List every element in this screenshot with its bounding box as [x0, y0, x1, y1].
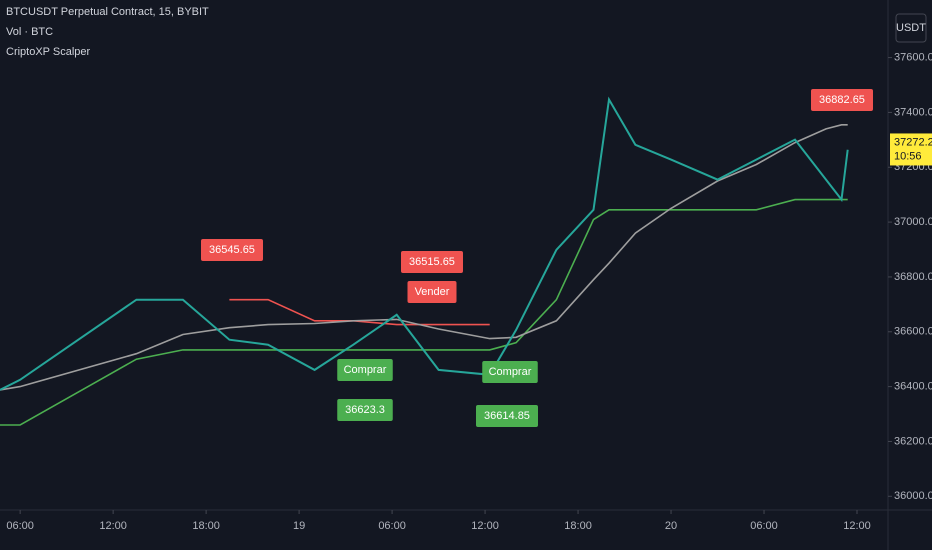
- signal-label-box: [811, 89, 873, 111]
- signal-label-box: [476, 405, 538, 427]
- signal-label: 36515.65: [409, 256, 455, 268]
- signal-label-box: [482, 361, 538, 383]
- x-tick-label: 20: [665, 520, 677, 532]
- series-line: [0, 124, 848, 391]
- signal-label: 36545.65: [209, 244, 255, 256]
- last-price: 37272.2: [894, 136, 932, 148]
- y-tick-label: 36000.0: [894, 490, 932, 502]
- y-tick-label: 37000.0: [894, 216, 932, 228]
- signal-label: Comprar: [489, 366, 532, 378]
- y-tick-label: 36800.0: [894, 271, 932, 283]
- signal-label-box: [337, 399, 393, 421]
- signal-label: 36623.3: [345, 404, 385, 416]
- x-tick-label: 18:00: [192, 520, 220, 532]
- x-tick-label: 12:00: [99, 520, 127, 532]
- signal-label: Vender: [415, 286, 450, 298]
- signal-label: Comprar: [344, 364, 387, 376]
- x-tick-label: 19: [293, 520, 305, 532]
- x-tick-label: 12:00: [471, 520, 499, 532]
- y-tick-label: 37400.0: [894, 106, 932, 118]
- signal-label: 36882.65: [819, 94, 865, 106]
- indicator-label: Vol · BTC: [6, 26, 53, 38]
- signal-label-box: [201, 239, 263, 261]
- y-tick-label: 36200.0: [894, 435, 932, 447]
- indicator-label: CriptoXP Scalper: [6, 46, 91, 58]
- signal-label-box: [407, 281, 457, 303]
- x-tick-label: 06:00: [750, 520, 778, 532]
- currency-button-label[interactable]: USDT: [896, 22, 926, 34]
- series-line: [0, 198, 848, 426]
- countdown: 10:56: [894, 150, 922, 162]
- x-tick-label: 06:00: [378, 520, 406, 532]
- signal-label-box: [401, 251, 463, 273]
- y-tick-label: 36600.0: [894, 326, 932, 338]
- x-tick-label: 06:00: [6, 520, 34, 532]
- x-tick-label: 18:00: [564, 520, 592, 532]
- currency-button[interactable]: [895, 13, 927, 43]
- series-line: [0, 96, 849, 391]
- signal-label: 36614.85: [484, 410, 530, 422]
- chart-title: BTCUSDT Perpetual Contract, 15, BYBIT: [6, 6, 209, 18]
- y-tick-label: 37600.0: [894, 51, 932, 63]
- last-price-tag: [890, 133, 932, 166]
- x-tick-label: 12:00: [843, 520, 871, 532]
- y-tick-label: 36400.0: [894, 381, 932, 393]
- signal-label-box: [337, 359, 393, 381]
